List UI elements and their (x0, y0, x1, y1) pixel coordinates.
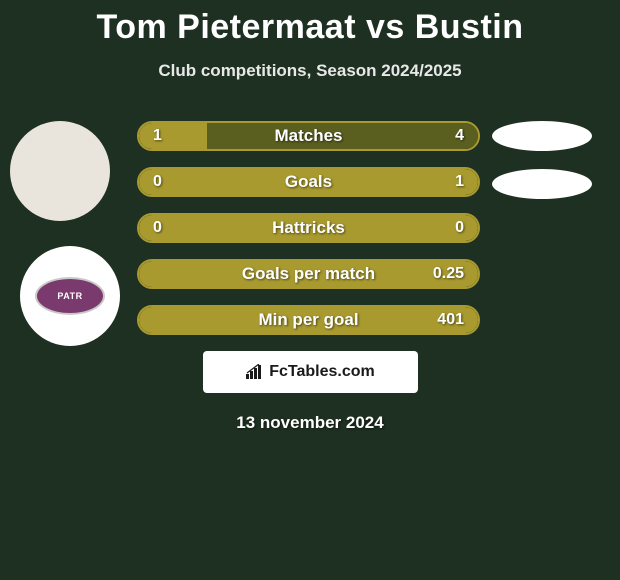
stat-value-right: 1 (455, 169, 464, 195)
stat-value-right: 0.25 (433, 261, 464, 287)
date-text: 13 november 2024 (0, 413, 620, 433)
stat-value-right: 0 (455, 215, 464, 241)
player2-oval-2 (492, 169, 592, 199)
club-badge: PATR (35, 277, 105, 315)
stat-row: Min per goal401 (137, 305, 480, 335)
content-area: PATR Matches14Goals01Hattricks00Goals pe… (0, 121, 620, 335)
left-avatar-column: PATR (10, 121, 120, 346)
player2-name: Bustin (415, 8, 524, 46)
comparison-title: Tom Pietermaat vs Bustin (0, 0, 620, 47)
stat-value-right: 4 (455, 123, 464, 149)
club-badge-text: PATR (57, 291, 82, 301)
vs-text: vs (366, 8, 405, 46)
player1-club-avatar: PATR (20, 246, 120, 346)
stat-bars: Matches14Goals01Hattricks00Goals per mat… (137, 121, 480, 335)
stat-value-left: 1 (153, 123, 162, 149)
stat-label: Hattricks (139, 215, 478, 241)
stat-label: Goals (139, 169, 478, 195)
stat-row: Goals per match0.25 (137, 259, 480, 289)
subtitle: Club competitions, Season 2024/2025 (0, 61, 620, 81)
stat-value-left: 0 (153, 215, 162, 241)
stat-value-left: 0 (153, 169, 162, 195)
stat-row: Matches1 4 (137, 121, 480, 151)
stat-row: Goals0 1 (137, 167, 480, 197)
player1-avatar (10, 121, 110, 221)
right-oval-column (492, 121, 602, 217)
stat-label: Min per goal (139, 307, 478, 333)
footer-brand-box: FcTables.com (203, 351, 418, 393)
footer-brand-text: FcTables.com (269, 363, 375, 381)
stat-label: Matches (139, 123, 478, 149)
chart-icon (245, 364, 263, 380)
player1-name: Tom Pietermaat (96, 8, 356, 46)
player2-oval-1 (492, 121, 592, 151)
stat-value-right: 401 (437, 307, 464, 333)
stat-row: Hattricks0 0 (137, 213, 480, 243)
stat-label: Goals per match (139, 261, 478, 287)
